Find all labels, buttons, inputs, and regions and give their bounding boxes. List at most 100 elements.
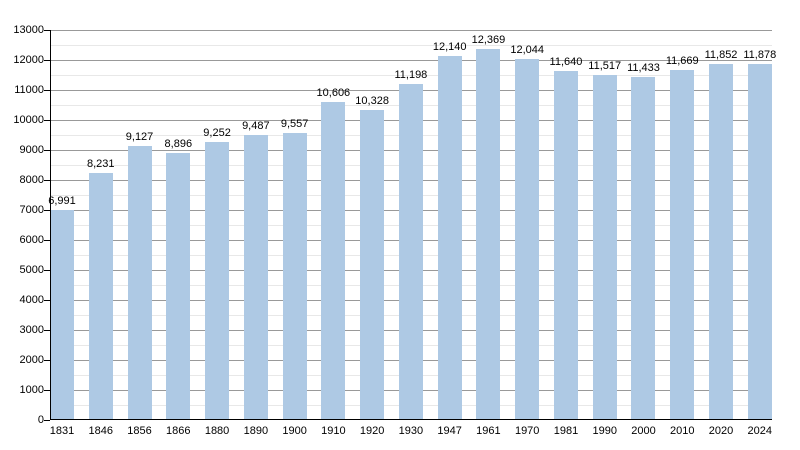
bar: [592, 74, 617, 420]
bar-value-label: 9,127: [125, 131, 154, 144]
x-axis-label: 1910: [321, 425, 346, 437]
bar-group: 11,198 1930: [394, 30, 427, 437]
x-axis-label: 1880: [204, 425, 230, 437]
bar-group: 11,878 2024: [743, 30, 776, 437]
bar: [321, 101, 346, 420]
y-axis-tick: [44, 240, 50, 241]
bar-value-label: 6,991: [48, 195, 76, 208]
bar-value-label: 9,252: [203, 127, 231, 140]
bar-group: 10,328 1920: [355, 30, 389, 437]
y-axis-label: 5000: [19, 264, 44, 276]
x-axis-label: 1831: [49, 425, 75, 437]
bar-value-label: 11,669: [665, 54, 699, 67]
bar: [127, 146, 152, 420]
y-axis-tick: [44, 210, 50, 211]
x-axis: [50, 419, 772, 420]
bar: [166, 153, 191, 420]
x-axis-label: 1930: [398, 425, 424, 437]
bar: [360, 110, 385, 420]
y-axis-tick: [44, 30, 50, 31]
bar-value-label: 11,852: [704, 49, 738, 62]
x-axis-label: 1920: [359, 425, 385, 437]
bar: [88, 173, 113, 420]
bar-group: 9,487 1890: [242, 30, 270, 437]
bar-group: 10,606 1910: [317, 30, 351, 437]
bar-value-label: 11,878: [743, 48, 777, 61]
bar: [709, 64, 734, 420]
bar: [476, 48, 501, 420]
y-axis-tick: [44, 60, 50, 61]
gridline-minor: [50, 45, 772, 46]
bar-group: 6,991 1831: [48, 30, 76, 437]
bar: [670, 69, 695, 420]
x-axis-label: 1961: [476, 425, 501, 437]
x-axis-label: 1990: [592, 425, 617, 437]
y-axis-tick: [44, 150, 50, 151]
gridline-minor: [50, 75, 772, 76]
x-axis-label: 1900: [282, 425, 307, 437]
x-axis-label: 2000: [631, 425, 656, 437]
y-axis-tick: [44, 180, 50, 181]
bar: [50, 210, 74, 420]
bar-value-label: 11,198: [394, 69, 428, 82]
bar-value-label: 8,231: [87, 158, 115, 171]
bar-group: 11,669 2010: [666, 30, 699, 437]
bar-value-label: 11,640: [549, 55, 583, 68]
y-axis-tick: [44, 90, 50, 91]
y-axis-label: 9000: [19, 144, 44, 156]
bar-group: 12,369 1961: [472, 30, 506, 437]
y-axis-label: 10000: [13, 114, 44, 126]
gridline-major: [50, 60, 772, 61]
bar: [437, 55, 462, 420]
y-axis-label: 12000: [13, 54, 44, 66]
bar-value-label: 10,328: [355, 95, 389, 108]
y-axis-label: 1000: [19, 384, 44, 396]
y-axis-tick: [44, 270, 50, 271]
y-axis-tick: [44, 300, 50, 301]
y-axis-label: 2000: [19, 354, 44, 366]
bar: [631, 77, 656, 420]
bar-group: 11,433 2000: [627, 30, 660, 437]
bar-value-label: 12,140: [432, 40, 467, 53]
x-axis-label: 1981: [553, 425, 579, 437]
bar-group: 11,852 2020: [705, 30, 738, 437]
bar: [205, 142, 230, 420]
bar: [282, 133, 307, 420]
bar: [747, 63, 772, 420]
x-axis-label: 1890: [243, 425, 269, 437]
y-axis-label: 7000: [19, 204, 44, 216]
bar-value-label: 9,557: [280, 118, 309, 131]
y-axis-tick: [44, 360, 50, 361]
bar: [515, 58, 540, 420]
y-axis: [50, 30, 51, 420]
y-axis-tick: [44, 330, 50, 331]
y-axis-label: 3000: [19, 324, 44, 336]
gridline-major: [50, 30, 772, 31]
bar-value-label: 8,896: [164, 138, 193, 151]
y-axis-tick: [44, 120, 50, 121]
x-axis-label: 2024: [747, 425, 773, 437]
y-axis-label: 4000: [19, 294, 44, 306]
y-axis-label: 0: [37, 414, 44, 426]
x-axis-label: 1846: [88, 425, 114, 437]
bar-group: 11,640 1981: [550, 30, 583, 437]
bar-group: 12,044 1970: [510, 30, 544, 437]
bar-value-label: 11,517: [588, 59, 622, 72]
bar-group: 9,252 1880: [203, 30, 231, 437]
bar-group: 9,127 1856: [125, 30, 154, 437]
bar: [398, 84, 423, 420]
bar-group: 8,231 1846: [87, 30, 115, 437]
y-axis-label: 11000: [14, 84, 44, 96]
bar-value-label: 10,606: [316, 86, 351, 99]
bar-value-label: 12,369: [471, 33, 506, 46]
y-axis-tick: [44, 420, 50, 421]
x-axis-label: 2010: [670, 425, 695, 437]
y-axis-tick: [44, 390, 50, 391]
y-axis-label: 13000: [13, 24, 44, 36]
x-axis-label: 1947: [437, 425, 462, 437]
bar: [243, 135, 268, 420]
y-axis-label: 6000: [19, 234, 44, 246]
bar-group: 8,896 1866: [164, 30, 193, 437]
bar-group: 9,557 1900: [280, 30, 309, 437]
bar-group: 12,140 1947: [433, 30, 467, 437]
